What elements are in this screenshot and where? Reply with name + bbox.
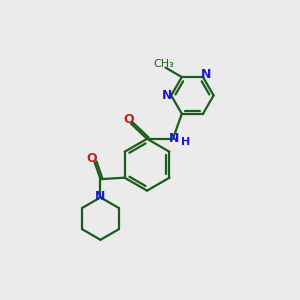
Text: O: O [123, 113, 134, 126]
Text: N: N [169, 132, 180, 145]
Text: N: N [201, 68, 211, 81]
Text: O: O [86, 152, 97, 165]
Text: CH₃: CH₃ [153, 58, 174, 68]
Text: N: N [95, 190, 106, 203]
Text: H: H [181, 137, 190, 147]
Text: N: N [162, 89, 172, 102]
